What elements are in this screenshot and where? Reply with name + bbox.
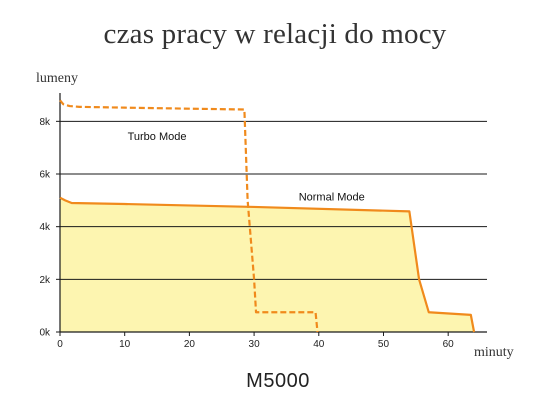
x-tick-label-10: 10: [119, 339, 131, 350]
x-tick-label-60: 60: [443, 339, 455, 350]
turbo-mode-line: [59, 99, 319, 333]
x-tick-label-0: 0: [57, 339, 63, 350]
x-axis-label: minuty: [474, 345, 514, 360]
x-tick-label-50: 50: [378, 339, 390, 350]
y-axis-label: lumeny: [36, 71, 78, 86]
normal-mode-line: [59, 196, 476, 333]
turbo-mode-label: Turbo Mode: [128, 131, 187, 143]
x-tick-label-20: 20: [184, 339, 196, 350]
y-tick-label-8k: 8k: [39, 117, 51, 128]
chart-subtitle: M5000: [246, 370, 310, 392]
normal-mode-label: Normal Mode: [299, 191, 365, 203]
chart-title: czas pracy w relacji do mocy: [103, 18, 447, 50]
x-tick-label-30: 30: [249, 339, 261, 350]
y-tick-label-2k: 2k: [39, 275, 51, 286]
y-tick-label-6k: 6k: [39, 170, 51, 181]
x-tick-label-40: 40: [313, 339, 325, 350]
normal-mode-area: [60, 197, 475, 332]
y-tick-label-0k: 0k: [39, 328, 51, 339]
y-tick-label-4k: 4k: [39, 222, 51, 233]
